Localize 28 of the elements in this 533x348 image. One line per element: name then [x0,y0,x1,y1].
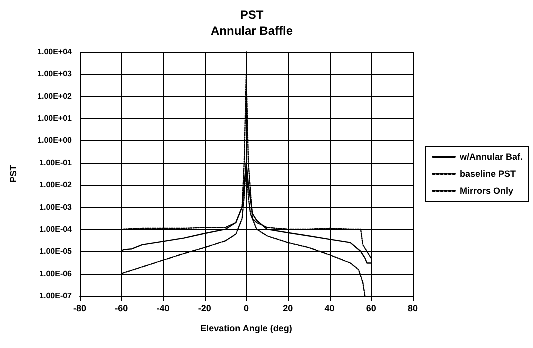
y-tick-label: 1.00E-01 [40,158,73,168]
legend-label: Mirrors Only [460,186,514,196]
legend-label: baseline PST [460,169,517,179]
x-tick-label: 40 [324,304,335,314]
x-tick-label: -40 [156,304,170,314]
x-tick-label: 60 [366,304,376,314]
y-tick-label: 1.00E+01 [38,114,73,124]
y-tick-label: 1.00E+04 [38,48,73,56]
y-tick-label: 1.00E-07 [40,292,73,300]
y-tick-label: 1.00E+00 [38,136,73,146]
x-tick-label: -80 [73,304,87,314]
x-tick-label: -20 [198,304,212,314]
x-axis-title: Elevation Angle (deg) [200,324,292,334]
x-tick-label: 0 [244,304,250,314]
y-tick-label: 1.00E-04 [40,224,73,234]
y-tick-label: 1.00E+02 [38,92,73,101]
y-tick-label: 1.00E-02 [40,180,73,190]
y-tick-label: 1.00E-05 [40,247,73,256]
chart-subtitle: Annular Baffle [210,24,294,38]
x-tick-label: 20 [283,304,294,314]
y-tick-label: 1.00E-06 [40,269,73,278]
x-tick-label: 80 [408,304,418,314]
legend-label: w/Annular Baf. [458,152,524,162]
x-tick-label: -60 [115,304,128,314]
y-tick-label: 1.00E+03 [38,70,73,79]
chart-title: PST [240,8,264,22]
y-axis-title: PST [8,164,18,183]
y-tick-label: 1.00E-03 [40,202,73,212]
